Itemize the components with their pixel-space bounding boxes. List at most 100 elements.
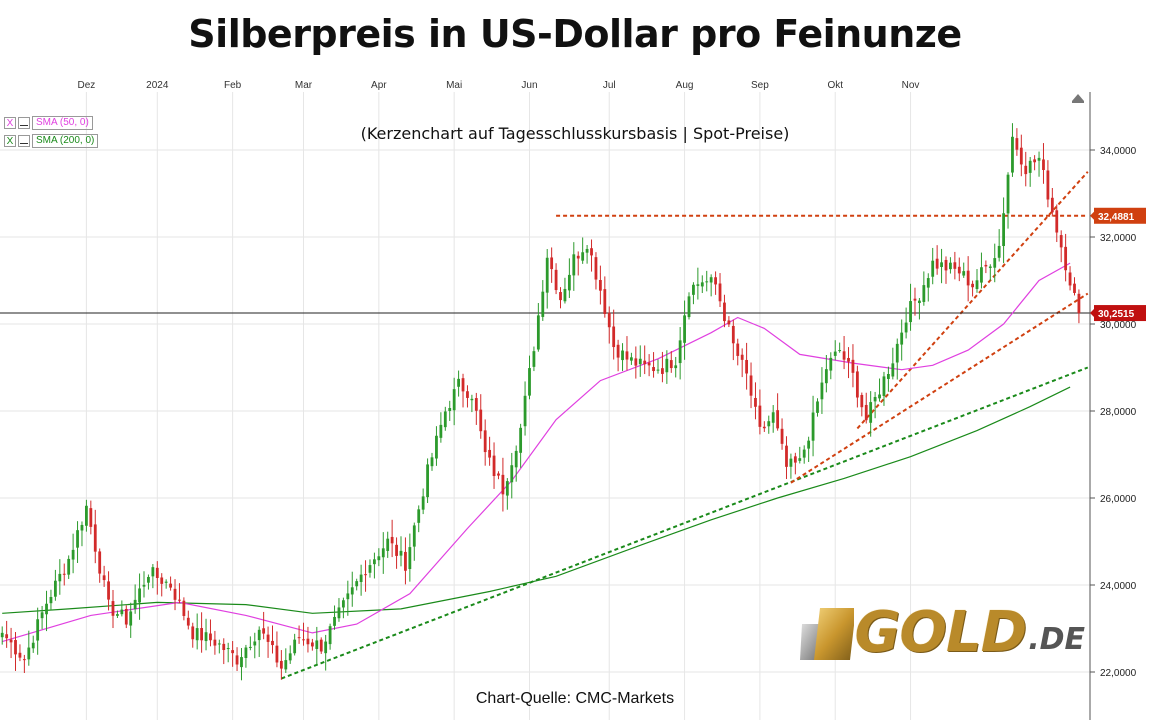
legend-settings-icon[interactable] [18,117,30,129]
y-tick-label: 22,0000 [1100,668,1137,679]
candle-body [1068,272,1072,286]
candle-body [692,284,695,295]
legend-sma200[interactable]: X SMA (200, 0) [4,134,99,148]
logo-word: GOLD [854,599,1027,665]
candle-body [377,556,381,561]
legend-toggle-icon[interactable]: X [4,135,16,147]
candle-body [222,643,226,651]
candle-body [740,354,744,360]
candle-body [647,362,651,366]
candle-body [873,396,877,402]
candle-body [785,445,788,467]
candle-body [186,617,190,626]
legend-label-sma50: SMA (50, 0) [32,116,93,130]
x-tick-label: Feb [224,80,242,91]
candle-body [191,626,195,640]
x-tick-label: 2024 [146,80,169,91]
candle-body [341,600,345,608]
candle-body [9,639,13,643]
candle-body [718,283,722,302]
candle-body [926,278,930,288]
candle-body [984,264,988,267]
candle-body [27,647,31,660]
candle-layer [0,123,1081,681]
candle-body [630,357,633,361]
candle-body [98,551,102,574]
candle-body [0,632,4,638]
candle-body [169,583,172,588]
candle-body [904,322,908,333]
candle-body [399,550,403,556]
candle-body [731,325,735,344]
candle-body [328,626,332,645]
candle-body [661,368,664,374]
candle-body [1050,197,1054,213]
candle-body [1011,136,1014,173]
candle-body [40,612,44,619]
candle-body [217,643,221,645]
candle-body [758,405,762,427]
candle-body [957,266,961,274]
candle-body [855,371,859,398]
candle-body [1046,170,1050,200]
candle-body [962,271,966,276]
candle-body [789,458,793,467]
candle-body [820,382,824,400]
candle-body [864,404,868,421]
candle-body [674,365,678,369]
candle-body [696,284,700,286]
candle-body [479,409,483,432]
candle-body [235,655,239,665]
candle-body [940,262,943,268]
x-tick-label: Dez [78,80,96,91]
candle-body [1042,159,1045,171]
candle-body [346,593,350,600]
candle-body [754,397,757,407]
candle-body [847,357,850,362]
candle-body [811,412,815,441]
candle-body [656,369,660,371]
legend-settings-icon[interactable] [18,135,30,147]
candle-body [909,301,912,323]
candle-body [266,634,270,642]
candle-body [404,551,407,571]
candle-body [780,428,784,444]
candle-body [231,650,235,654]
legend-toggle-icon[interactable]: X [4,117,16,129]
candle-body [337,607,341,619]
candle-body [253,641,257,646]
candle-body [762,426,766,429]
candle-body [612,326,616,348]
legend-sma50[interactable]: X SMA (50, 0) [4,116,93,130]
scroll-up-icon [1072,94,1084,101]
candle-body [895,343,899,363]
candle-body [173,588,177,600]
candle-body [439,424,443,438]
candle-body [93,524,97,552]
candle-body [195,628,199,641]
candle-body [443,411,447,428]
candle-body [204,632,208,642]
candle-body [767,421,771,427]
candle-body [386,538,390,551]
candle-body [971,283,974,288]
candle-body [293,639,297,654]
candle-body [147,576,150,583]
candle-body [1077,293,1081,314]
candle-body [519,427,523,453]
candle-body [709,277,713,283]
candle-body [452,389,456,411]
candle-body [621,350,624,361]
candle-body [700,282,704,287]
trendline [790,292,1089,484]
candle-body [257,629,261,641]
candle-body [310,642,314,647]
price-label-arrow [1090,309,1094,318]
candle-body [975,280,979,290]
candle-body [71,549,75,560]
candle-body [980,267,983,283]
candle-body [1028,160,1032,173]
candle-body [714,277,717,285]
candle-body [687,296,691,318]
